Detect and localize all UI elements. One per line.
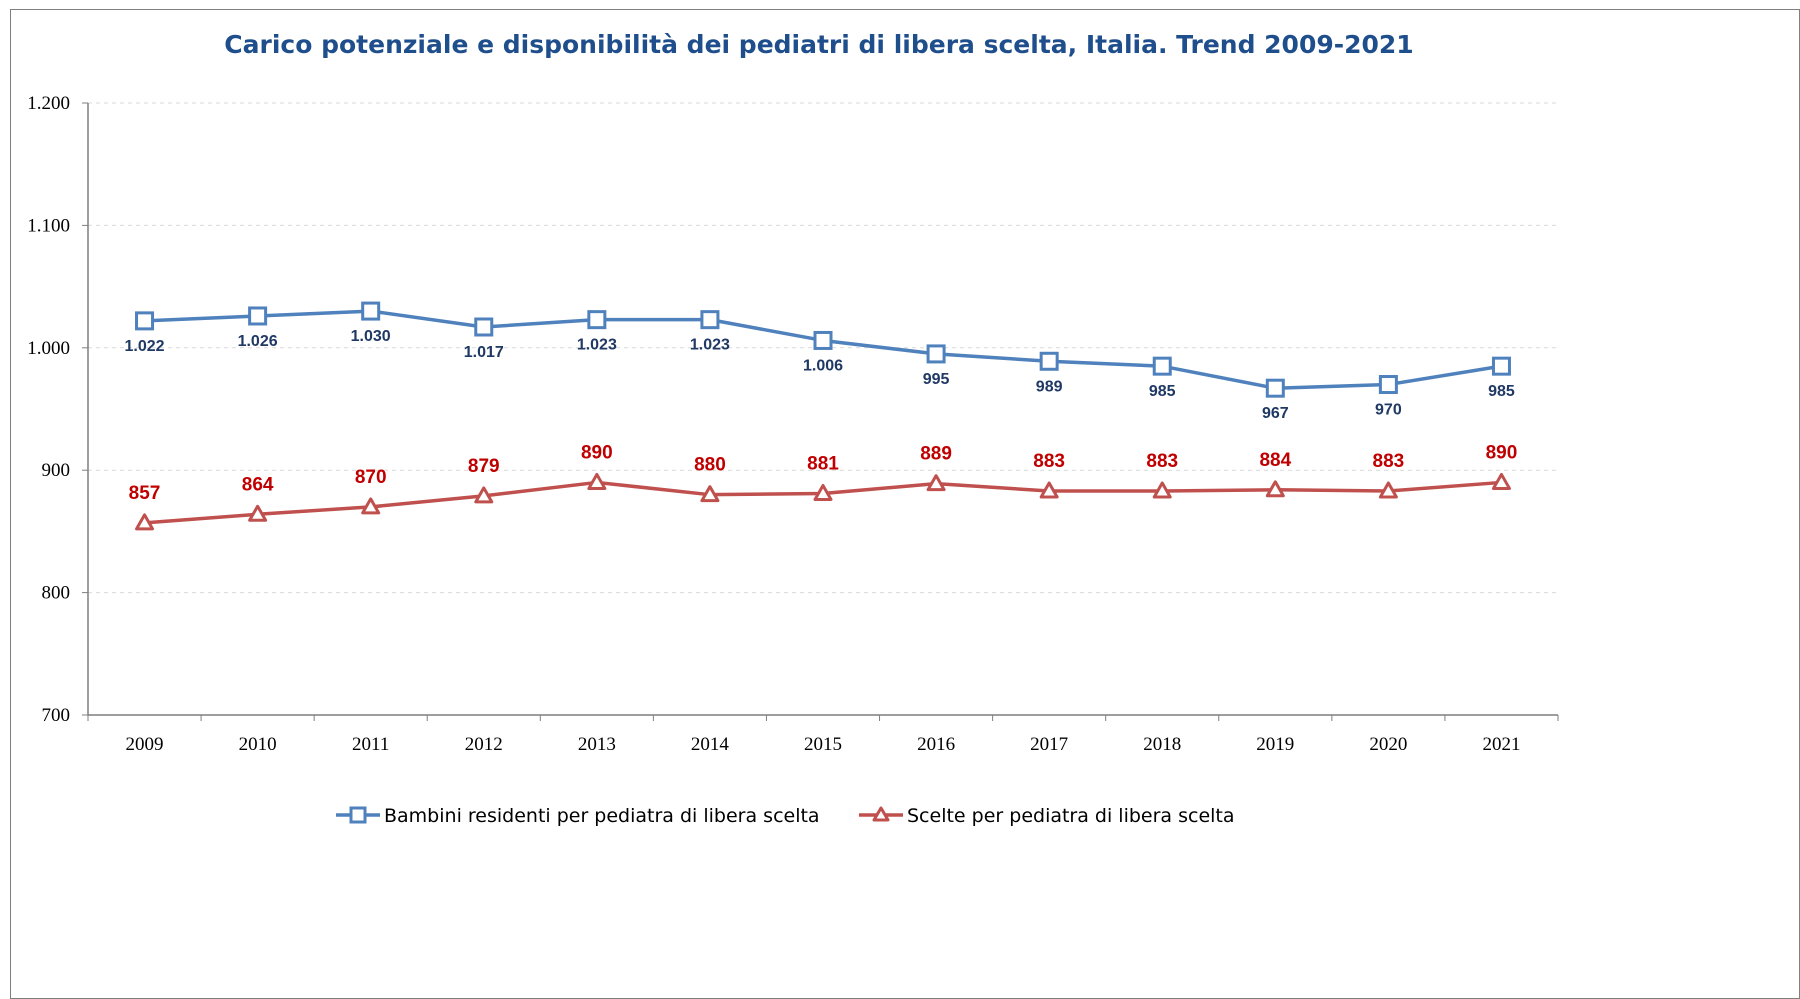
data-label: 881 — [807, 453, 839, 474]
data-point-triangle — [813, 483, 833, 501]
data-label: 970 — [1375, 402, 1402, 419]
data-label: 995 — [923, 371, 950, 388]
data-point-square — [813, 330, 833, 350]
data-label: 883 — [1146, 451, 1178, 472]
legend-marker-square — [349, 806, 367, 824]
y-tick-label: 700 — [42, 705, 71, 726]
legend-entry: Scelte per pediatra di libera scelta — [859, 805, 1235, 827]
y-tick-label: 1.000 — [27, 338, 70, 359]
x-tick-label: 2017 — [1030, 734, 1068, 755]
x-tick-label: 2021 — [1482, 734, 1520, 755]
data-label: 1.026 — [238, 333, 278, 350]
x-tick-label: 2018 — [1143, 734, 1181, 755]
x-tick-label: 2011 — [352, 734, 389, 755]
data-label: 870 — [355, 467, 387, 488]
data-label: 1.006 — [803, 357, 843, 374]
data-point-triangle — [1152, 481, 1172, 499]
data-point-triangle — [361, 497, 381, 515]
series-layer — [135, 301, 1511, 531]
data-label: 889 — [920, 444, 952, 465]
data-point-square — [135, 311, 155, 331]
x-tick-label: 2014 — [691, 734, 730, 755]
line-chart: Carico potenziale e disponibilità dei pe… — [27, 30, 1559, 827]
data-point-triangle — [474, 486, 494, 504]
x-tick-label: 2016 — [917, 734, 955, 755]
chart-frame: Carico potenziale e disponibilità dei pe… — [10, 9, 1800, 999]
data-label: 864 — [242, 474, 274, 495]
x-tick-label: 2013 — [578, 734, 616, 755]
y-tick-label: 900 — [42, 460, 71, 481]
data-point-triangle — [1039, 481, 1059, 499]
legend-label: Scelte per pediatra di libera scelta — [907, 805, 1235, 827]
data-point-square — [700, 310, 720, 330]
data-label: 989 — [1036, 378, 1063, 395]
data-label: 1.023 — [690, 337, 730, 354]
chart-title: Carico potenziale e disponibilità dei pe… — [224, 30, 1413, 59]
gridlines — [88, 102, 1558, 594]
data-point-triangle — [700, 485, 720, 503]
data-point-triangle — [926, 474, 946, 492]
data-label: 985 — [1149, 383, 1176, 400]
legend-entry: Bambini residenti per pediatra di libera… — [336, 805, 820, 827]
data-point-square — [1491, 356, 1511, 376]
x-tick-label: 2020 — [1369, 734, 1407, 755]
data-label: 967 — [1262, 405, 1289, 422]
data-point-square — [474, 317, 494, 337]
data-label: 985 — [1488, 383, 1515, 400]
data-label: 883 — [1033, 451, 1065, 472]
data-label: 1.030 — [351, 328, 391, 345]
data-point-square — [926, 344, 946, 364]
data-point-triangle — [587, 472, 607, 490]
x-tick-label: 2010 — [239, 734, 277, 755]
x-tick-label: 2012 — [465, 734, 503, 755]
legend-marker-triangle — [872, 806, 890, 822]
data-label: 879 — [468, 456, 500, 477]
data-point-triangle — [248, 504, 268, 522]
data-point-square — [587, 310, 607, 330]
y-tick-label: 800 — [42, 583, 71, 604]
y-tick-label: 1.200 — [27, 93, 70, 114]
data-label: 880 — [694, 455, 726, 476]
data-point-square — [1378, 375, 1398, 395]
data-label: 884 — [1259, 450, 1291, 471]
x-tick-label: 2009 — [126, 734, 164, 755]
data-point-triangle — [135, 513, 155, 531]
data-point-triangle — [1378, 481, 1398, 499]
data-label: 890 — [581, 442, 613, 463]
legend-label: Bambini residenti per pediatra di libera… — [384, 805, 820, 827]
data-point-square — [1039, 351, 1059, 371]
axes: 700 800 900 1.000 1.100 1.200 2009 2010 2011 2012… — [27, 93, 1559, 755]
data-point-square — [248, 306, 268, 326]
data-point-triangle — [1265, 480, 1285, 498]
data-point-square — [1265, 378, 1285, 398]
data-label: 1.017 — [464, 344, 504, 361]
data-label: 1.022 — [125, 338, 165, 355]
y-tick-label: 1.100 — [27, 215, 70, 236]
data-point-triangle — [1491, 472, 1511, 490]
data-labels: 1.022 1.026 1.030 1.017 1.023 1.023 1.006 995 98… — [125, 328, 1518, 504]
data-label: 883 — [1373, 451, 1405, 472]
legend: Bambini residenti per pediatra di libera… — [336, 805, 1235, 827]
data-point-square — [361, 301, 381, 321]
data-point-square — [1152, 356, 1172, 376]
x-tick-label: 2015 — [804, 734, 842, 755]
data-label: 1.023 — [577, 337, 617, 354]
data-label: 857 — [129, 483, 161, 504]
x-tick-label: 2019 — [1256, 734, 1294, 755]
data-label: 890 — [1486, 442, 1518, 463]
